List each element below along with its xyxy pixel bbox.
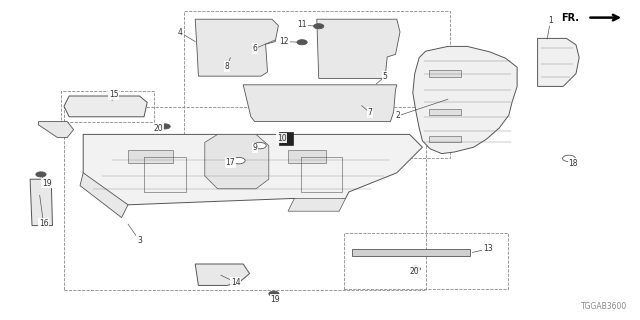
Polygon shape: [288, 198, 346, 211]
Text: 6: 6: [252, 44, 257, 53]
Text: 15: 15: [109, 90, 119, 99]
Polygon shape: [64, 96, 147, 117]
Text: 1: 1: [548, 16, 553, 25]
Bar: [279, 132, 293, 145]
Polygon shape: [413, 46, 517, 154]
Circle shape: [232, 157, 245, 164]
Text: 19: 19: [42, 179, 52, 188]
Polygon shape: [80, 173, 128, 218]
Text: FR.: FR.: [561, 12, 579, 23]
Bar: [61, 91, 154, 122]
Polygon shape: [317, 19, 400, 78]
Text: 3: 3: [137, 236, 142, 245]
Polygon shape: [38, 122, 74, 138]
Polygon shape: [429, 70, 461, 77]
Text: 14: 14: [230, 278, 241, 287]
Polygon shape: [195, 19, 278, 76]
Circle shape: [410, 266, 420, 271]
Text: 17: 17: [225, 158, 236, 167]
Bar: [64, 107, 426, 290]
Text: 20: 20: [410, 267, 420, 276]
Text: 2: 2: [396, 111, 401, 120]
Bar: [352, 249, 470, 256]
Polygon shape: [243, 85, 397, 122]
Text: 12: 12: [280, 37, 289, 46]
Circle shape: [253, 142, 266, 149]
Polygon shape: [429, 109, 461, 115]
Circle shape: [563, 155, 575, 162]
Text: 7: 7: [367, 108, 372, 117]
Text: 8: 8: [225, 62, 230, 71]
Text: 16: 16: [38, 219, 49, 228]
Text: 11: 11: [298, 20, 307, 29]
Text: 19: 19: [270, 295, 280, 304]
Text: 18: 18: [569, 159, 578, 168]
Polygon shape: [538, 38, 579, 86]
Circle shape: [314, 24, 324, 29]
Text: 9: 9: [252, 143, 257, 152]
Text: 13: 13: [483, 244, 493, 253]
Circle shape: [297, 40, 307, 45]
Text: 20: 20: [154, 124, 164, 132]
Text: 10: 10: [276, 134, 287, 143]
Text: TGGAB3600: TGGAB3600: [581, 302, 627, 311]
Polygon shape: [205, 134, 269, 189]
Text: 5: 5: [383, 72, 388, 81]
Circle shape: [269, 291, 279, 296]
Polygon shape: [195, 264, 250, 285]
Circle shape: [160, 124, 170, 129]
Polygon shape: [429, 136, 461, 142]
Polygon shape: [288, 150, 326, 163]
Polygon shape: [30, 179, 52, 226]
Bar: [184, 11, 450, 158]
Bar: [344, 233, 508, 289]
Polygon shape: [83, 134, 422, 205]
Circle shape: [36, 172, 46, 177]
Polygon shape: [128, 150, 173, 163]
Text: 4: 4: [178, 28, 183, 37]
